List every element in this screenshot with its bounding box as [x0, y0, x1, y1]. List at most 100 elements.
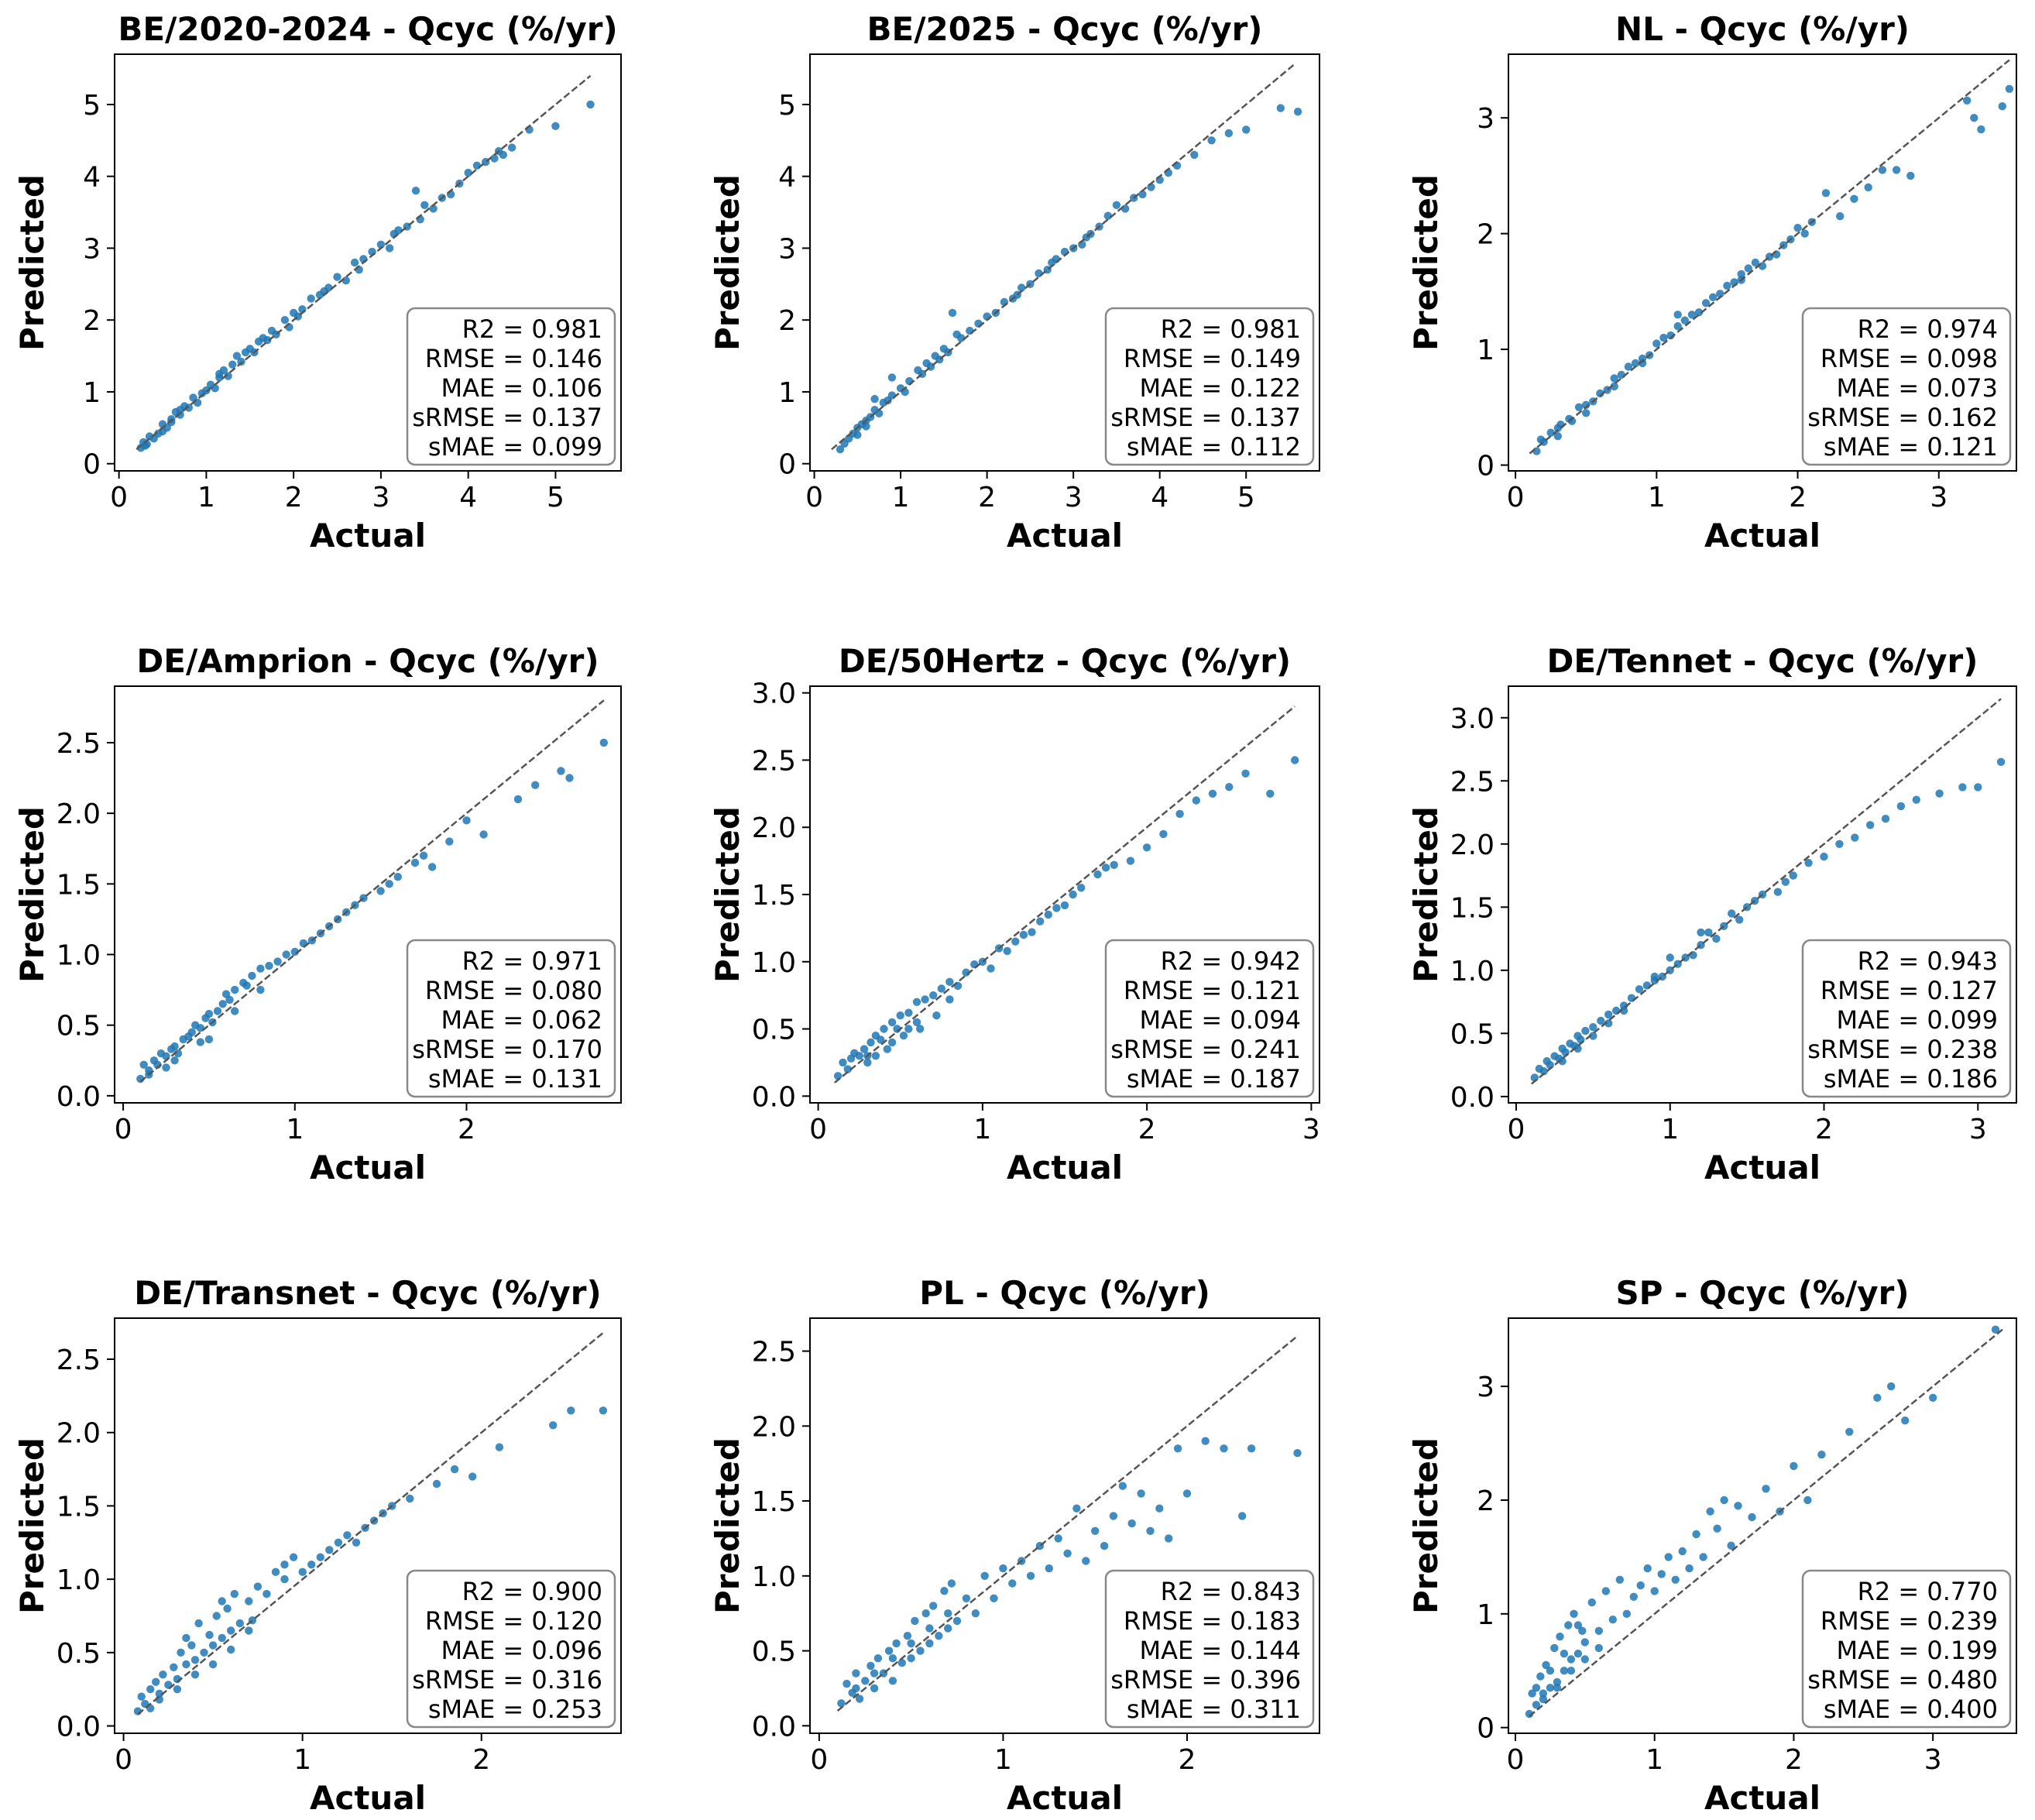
- scatter-point: [929, 991, 938, 1000]
- x-tick-label: 3: [1930, 482, 1947, 513]
- x-tick-label: 4: [1151, 482, 1168, 513]
- metric-line: sMAE = 0.311: [1127, 1695, 1301, 1724]
- y-tick-label: 1.0: [752, 1561, 796, 1593]
- scatter-point: [190, 1656, 200, 1664]
- scatter-points: [837, 1437, 1302, 1708]
- scatter-point: [870, 395, 879, 403]
- scatter-point: [1553, 1684, 1562, 1692]
- scatter-point: [1173, 1444, 1182, 1453]
- panel-title: DE/50Hertz - Qcyc (%/yr): [839, 642, 1291, 680]
- scatter-point: [531, 781, 540, 789]
- scatter-point: [870, 1684, 879, 1693]
- scatter-point: [1060, 901, 1069, 910]
- scatter-point: [1077, 884, 1086, 892]
- y-tick-label: 1.0: [57, 940, 101, 972]
- x-tick-label: 2: [1785, 1744, 1803, 1776]
- scatter-point: [376, 887, 385, 895]
- x-tick-label: 1: [1646, 1744, 1663, 1776]
- scatter-point: [170, 1663, 178, 1671]
- scatter-point: [999, 1564, 1007, 1573]
- metric-line: MAE = 0.073: [1837, 373, 1998, 403]
- scatter-point: [921, 995, 929, 1004]
- x-tick-label: 1: [197, 482, 215, 513]
- scatter-point: [1036, 917, 1045, 925]
- y-axis-label: Predicted: [709, 174, 746, 351]
- scatter-point: [1734, 1502, 1742, 1510]
- scatter-point: [888, 1677, 897, 1685]
- scatter-point: [325, 1546, 334, 1554]
- metric-line: RMSE = 0.149: [1124, 344, 1301, 373]
- scatter-point: [1101, 864, 1110, 872]
- y-tick-label: 0.5: [752, 1636, 796, 1668]
- x-tick-label: 1: [1648, 482, 1666, 513]
- x-tick-label: 5: [547, 482, 565, 513]
- scatter-point: [1539, 1695, 1548, 1704]
- scatter-point: [468, 1472, 477, 1481]
- metrics-box-frame: [406, 1569, 616, 1729]
- scatter-point: [1224, 129, 1234, 138]
- metric-line: MAE = 0.096: [441, 1636, 602, 1665]
- metrics-box-frame: [1104, 939, 1315, 1098]
- scatter-point: [271, 1568, 280, 1576]
- scatter-point: [1155, 1504, 1164, 1513]
- x-tick-label: 3: [1302, 1114, 1320, 1145]
- scatter-point: [1596, 389, 1604, 398]
- scatter-point: [1666, 331, 1675, 340]
- scatter-point: [393, 873, 402, 881]
- scatter-point: [1850, 194, 1858, 203]
- x-tick-label: 2: [1789, 482, 1807, 513]
- scatter-point: [971, 1609, 980, 1618]
- scatter-point: [1587, 1598, 1596, 1607]
- scatter-point: [385, 880, 393, 888]
- y-tick-label: 1.5: [752, 880, 796, 912]
- scatter-point: [1532, 1701, 1541, 1709]
- x-tick-label: 0: [115, 1114, 132, 1145]
- scatter-point: [1624, 362, 1633, 371]
- identity-line: [136, 74, 592, 451]
- scatter-point: [1266, 789, 1275, 798]
- scatter-point: [1762, 1485, 1770, 1493]
- scatter-point: [193, 398, 202, 407]
- scatter-point: [860, 1045, 869, 1053]
- scatter-point: [218, 1000, 227, 1008]
- x-axis-label: Actual: [1007, 1779, 1123, 1817]
- metric-line: R2 = 0.974: [1858, 314, 1998, 344]
- scatter-point: [472, 161, 482, 170]
- scatter-point: [141, 441, 149, 450]
- scatter-point: [1542, 1660, 1550, 1670]
- scatter-point: [944, 1609, 952, 1618]
- scatter-point: [248, 971, 256, 980]
- scatter-point: [280, 1561, 289, 1569]
- scatter-point: [204, 1035, 214, 1044]
- scatter-point: [1054, 1534, 1062, 1543]
- scatter-point: [1556, 1633, 1564, 1641]
- y-tick-label: 2.5: [1450, 766, 1495, 798]
- metrics-box-frame: [1801, 939, 2012, 1098]
- x-tick-label: 0: [805, 482, 823, 513]
- scatter-point: [1652, 339, 1661, 348]
- y-tick-label: 3: [1477, 103, 1495, 135]
- scatter-point: [1159, 829, 1168, 839]
- scatter-point: [1673, 322, 1682, 331]
- scatter-point: [836, 445, 845, 454]
- scatter-point: [1546, 1684, 1555, 1692]
- metric-line: sRMSE = 0.238: [1807, 1035, 1998, 1064]
- scatter-point: [957, 334, 966, 342]
- metric-line: RMSE = 0.080: [425, 976, 602, 1005]
- scatter-point: [1573, 1044, 1582, 1053]
- identity-line: [1531, 698, 2002, 1085]
- x-tick-label: 1: [1661, 1114, 1679, 1145]
- scatter-point: [256, 985, 265, 994]
- scatter-point: [256, 964, 265, 973]
- y-tick-label: 1.0: [57, 1564, 101, 1596]
- scatter-point: [1525, 1709, 1534, 1719]
- scatter-point: [892, 1639, 901, 1648]
- scatter-point: [1664, 1553, 1673, 1561]
- y-tick-label: 3.0: [1450, 703, 1495, 735]
- x-axis-label: Actual: [1704, 1779, 1821, 1817]
- scatter-point: [1536, 1672, 1545, 1681]
